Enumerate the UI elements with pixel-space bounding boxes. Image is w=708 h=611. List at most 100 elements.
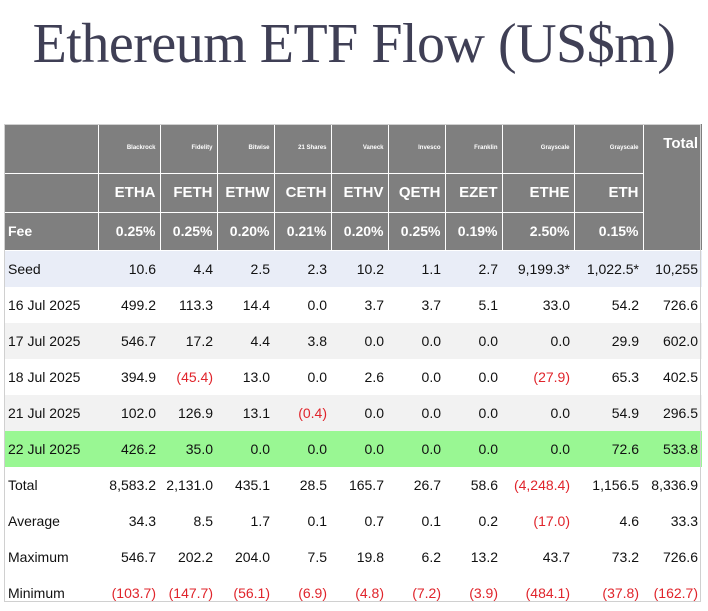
table-cell: 0.0 [331,322,388,359]
issuer-header: Franklin [444,124,502,174]
average-row: Average 34.3 8.5 1.7 0.1 0.7 0.1 0.2 (17.0) 4.6 33… [4,502,702,539]
flow-row-highlighted: 22 Jul 2025 426.2 35.0 0.0 0.0 0.0 0.0 0.0 0.0 72… [4,430,702,467]
table-cell: 0.7 [331,502,388,539]
table-cell: 113.3 [160,286,217,323]
table-cell: 2,131.0 [160,466,217,503]
ticker-header: EZET [444,173,502,213]
row-label: Average [4,502,98,539]
table-cell: 1.7 [217,502,274,539]
table-cell: 19.8 [331,538,388,575]
ticker-header: ETHV [330,173,388,213]
table-cell: 426.2 [98,430,160,467]
seed-row: Seed 10.6 4.4 2.5 2.3 10.2 1.1 2.7 9,199.3* 1,022… [4,250,702,287]
table-cell: 0.0 [502,430,574,467]
table-cell: 435.1 [217,466,274,503]
table-cell: 1,022.5* [574,250,643,287]
table-cell: 8,336.9 [643,466,702,503]
table-cell: 34.3 [98,502,160,539]
table-cell: 602.0 [643,322,702,359]
table-cell: 58.6 [445,466,502,503]
ticker-header: ETHW [216,173,274,213]
table-cell: (45.4) [160,358,217,395]
table-cell: 6.2 [388,538,445,575]
table-cell: 17.2 [160,322,217,359]
fee-value: 0.25% [97,212,160,251]
issuer-header: Grayscale [501,124,574,174]
row-label: 17 Jul 2025 [4,322,98,359]
table-cell: 0.2 [445,502,502,539]
row-label: 18 Jul 2025 [4,358,98,395]
table-cell: 9,199.3* [502,250,574,287]
row-label: Maximum [4,538,98,575]
fee-header-row: Fee 0.25% 0.25% 0.20% 0.21% 0.20% 0.25% … [4,212,702,251]
fee-value: 0.15% [573,212,643,251]
total-column-header: Total [642,124,702,173]
fee-total-spacer [642,212,702,251]
table-cell: 402.5 [643,358,702,395]
ticker-header: ETH [573,173,643,213]
table-cell: 165.7 [331,466,388,503]
issuer-header: Grayscale [573,124,643,174]
fee-value: 0.20% [330,212,388,251]
table-cell: (27.9) [502,358,574,395]
table-cell: 0.0 [502,322,574,359]
table-cell: 533.8 [643,430,702,467]
table-cell: 0.0 [445,430,502,467]
ticker-header: QETH [387,173,445,213]
total-row: Total 8,583.2 2,131.0 435.1 28.5 165.7 26.7 58.… [4,466,702,503]
table-cell: 54.9 [574,394,643,431]
table-cell: 14.4 [217,286,274,323]
table-cell: (56.1) [217,574,274,611]
table-cell: (37.8) [574,574,643,611]
row-label: Seed [4,250,98,287]
table-cell: 7.5 [274,538,331,575]
table-cell: (162.7) [643,574,702,611]
table-cell: 35.0 [160,430,217,467]
table-cell: 0.0 [502,394,574,431]
fee-value: 0.25% [159,212,217,251]
table-cell: 726.6 [643,286,702,323]
ticker-header: ETHA [97,173,160,213]
minimum-row: Minimum (103.7) (147.7) (56.1) (6.9) (4.8) (7.… [4,574,702,611]
fee-value: 0.21% [273,212,331,251]
flow-row: 17 Jul 2025 546.7 17.2 4.4 3.8 0.0 0.0 0.0 0.0 29… [4,322,702,359]
issuer-header: Vaneck [330,124,388,174]
ticker-header: FETH [159,173,217,213]
table-cell: 3.8 [274,322,331,359]
flow-row: 16 Jul 2025 499.2 113.3 14.4 0.0 3.7 3.7 5.1 33.… [4,286,702,323]
row-label: Minimum [4,574,98,611]
fee-value: 0.20% [216,212,274,251]
fee-value: 2.50% [501,212,574,251]
table-cell: 10.6 [98,250,160,287]
table-cell: 2.3 [274,250,331,287]
ticker-header: ETHE [501,173,574,213]
flow-row: 18 Jul 2025 394.9 (45.4) 13.0 0.0 2.6 0.0 0.0 (2… [4,358,702,395]
table-cell: 8,583.2 [98,466,160,503]
table-cell: 73.2 [574,538,643,575]
table-cell: 102.0 [98,394,160,431]
table-cell: 0.0 [274,358,331,395]
total-header-spacer [642,173,702,212]
table-cell: 3.7 [331,286,388,323]
row-label: Total [4,466,98,503]
table-cell: 33.3 [643,502,702,539]
table-cell: 65.3 [574,358,643,395]
table-cell: 0.0 [388,394,445,431]
corner-cell [4,173,98,213]
table-cell: 546.7 [98,538,160,575]
table-cell: 726.6 [643,538,702,575]
table-cell: 0.0 [331,394,388,431]
table-cell: (7.2) [388,574,445,611]
table-cell: (147.7) [160,574,217,611]
table-cell: 8.5 [160,502,217,539]
table-cell: (3.9) [445,574,502,611]
ticker-header: CETH [273,173,331,213]
table-cell: 0.0 [274,286,331,323]
table-cell: 10.2 [331,250,388,287]
issuer-header-row: Blackrock Fidelity Bitwise 21 Shares Van… [4,124,702,174]
table-cell: 0.1 [388,502,445,539]
table-cell: (4,248.4) [502,466,574,503]
etf-flow-table: Blackrock Fidelity Bitwise 21 Shares Van… [4,124,702,611]
table-cell: (4.8) [331,574,388,611]
fee-value: 0.19% [444,212,502,251]
